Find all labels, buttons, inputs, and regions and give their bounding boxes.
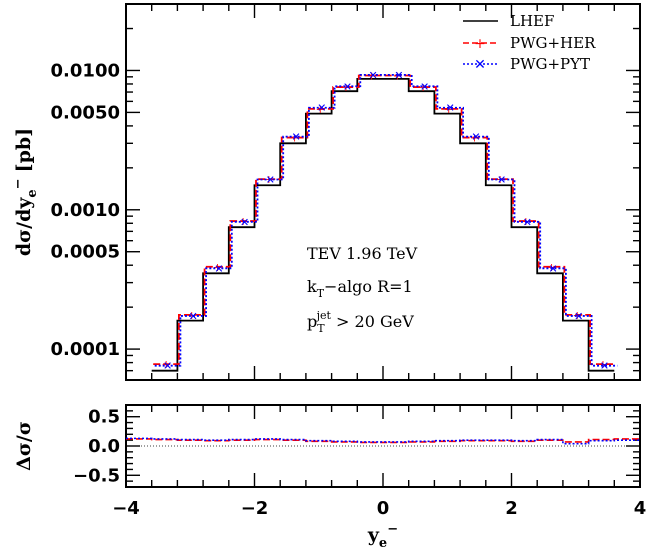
data-point-pwg-her: + [418,81,427,94]
annotation-algo-sub: T [317,287,325,300]
data-point-pwg-pyt: ✕ [600,360,609,373]
ratio-series-group [126,437,640,447]
data-point-pwg-pyt: ✕ [548,262,557,275]
ratio-x-ticks: −4 −2 0 2 4 [112,405,646,519]
data-point-pwg-her: + [161,358,170,371]
series-line-lhef [151,77,615,372]
ratio-y-tick-label: −0.5 [73,465,120,486]
data-point-pwg-pyt: ✕ [574,310,583,323]
x-tick-label: −4 [112,498,140,519]
data-point-pwg-her: + [393,70,402,83]
data-point-pwg-her: + [573,309,582,322]
x-axis-title: ye− [367,522,398,551]
xlabel-sup: − [387,522,398,537]
data-point-pwg-pyt: ✕ [317,102,326,115]
main-y-tick-label: 0.0100 [51,60,120,81]
data-point-pwg-her: + [547,261,556,274]
annotation-block: TEV 1.96 TeV kT−algo R=1 pTjet > 20 GeV [307,244,418,335]
ratio-y-ticks: −0.5 0.0 0.5 [73,407,640,486]
legend: LHEF + PWG+HER ✕ PWG+PYT [463,12,596,73]
data-point-pwg-pyt: ✕ [266,173,275,186]
data-point-pwg-pyt: ✕ [214,262,223,275]
main-ylabel-unit: [pb] [13,128,35,173]
annotation-pt-sup: jet [315,309,332,322]
main-ylabel-sup: − [11,178,26,189]
data-point-pwg-pyt: ✕ [446,102,455,115]
data-point-pwg-pyt: ✕ [523,216,532,229]
main-x-ticks [125,4,641,380]
legend-label-pwg-pyt: PWG+PYT [510,55,590,73]
data-point-pwg-her: + [316,103,325,116]
main-y-tick-label: 0.0005 [51,242,120,263]
data-point-pwg-pyt: ✕ [189,310,198,323]
main-y-ticks: 0.0001 0.0005 0.0010 0.0050 0.0100 [51,3,640,381]
main-panel: 0.0001 0.0005 0.0010 0.0050 0.0100 + + + + + + + + +… [11,3,641,381]
series-line-pwg-her [153,74,616,366]
data-point-pwg-her: + [470,132,479,145]
main-y-axis-title: dσ/dye− [pb] [11,128,40,256]
annotation-pt-main: p [307,312,317,331]
annotation-energy: TEV 1.96 TeV [307,244,418,263]
ratio-y-axis-title: Δσ/σ [13,421,35,471]
x-tick-label: 4 [634,498,647,519]
data-point-pwg-her: + [367,70,376,83]
ratio-panel: −0.5 0.0 0.5 −4 −2 0 2 4 Δσ/σ ye− [13,404,646,551]
data-point-pwg-pyt: ✕ [343,80,352,93]
x-tick-label: 0 [377,498,390,519]
annotation-algo-rest: −algo R=1 [324,277,413,296]
annotation-pt-rest: > 20 GeV [331,312,414,331]
xlabel-text: y [367,524,380,546]
data-point-pwg-pyt: ✕ [291,131,300,144]
legend-marker-pwg-her: + [474,36,486,52]
ratio-y-tick-label: 0.5 [88,407,120,428]
data-point-pwg-pyt: ✕ [394,69,403,82]
data-point-pwg-her: + [187,309,196,322]
data-point-pwg-pyt: ✕ [420,80,429,93]
data-point-pwg-pyt: ✕ [497,173,506,186]
x-tick-label: −2 [241,498,269,519]
main-y-tick-label: 0.0001 [51,339,120,360]
data-point-pwg-her: + [444,103,453,116]
x-tick-label: 2 [505,498,518,519]
ratio-y-tick-label: 0.0 [88,436,120,457]
main-series-group: +++++++++ +++++++++✕✕✕✕✕✕✕✕✕ ✕✕✕✕✕✕✕✕✕ [151,69,618,373]
main-ylabel-text: dσ/dy [13,197,35,257]
data-point-pwg-pyt: ✕ [369,69,378,82]
legend-label-lhef: LHEF [510,12,554,30]
annotation-algo: kT−algo R=1 [307,277,413,300]
legend-marker-pwg-pyt: ✕ [474,57,486,73]
data-point-pwg-her: + [341,81,350,94]
annotation-pt-sub: T [317,322,325,335]
data-point-pwg-her: + [213,261,222,274]
annotation-ptcut: pTjet > 20 GeV [307,309,414,335]
data-point-pwg-pyt: ✕ [240,216,249,229]
annotation-algo-main: k [307,277,317,296]
data-point-pwg-pyt: ✕ [163,360,172,373]
ratio-series-pwg-pyt [126,437,640,445]
series-line-pwg-pyt [154,73,618,367]
main-y-tick-label: 0.0050 [51,102,120,123]
data-point-pwg-her: + [290,132,299,145]
main-y-tick-label: 0.0010 [51,200,120,221]
main-ylabel-sub: e [25,189,40,197]
data-point-pwg-pyt: ✕ [471,131,480,144]
xlabel-sub: e [379,536,387,551]
data-point-pwg-her: + [598,358,607,371]
legend-label-pwg-her: PWG+HER [510,34,596,52]
